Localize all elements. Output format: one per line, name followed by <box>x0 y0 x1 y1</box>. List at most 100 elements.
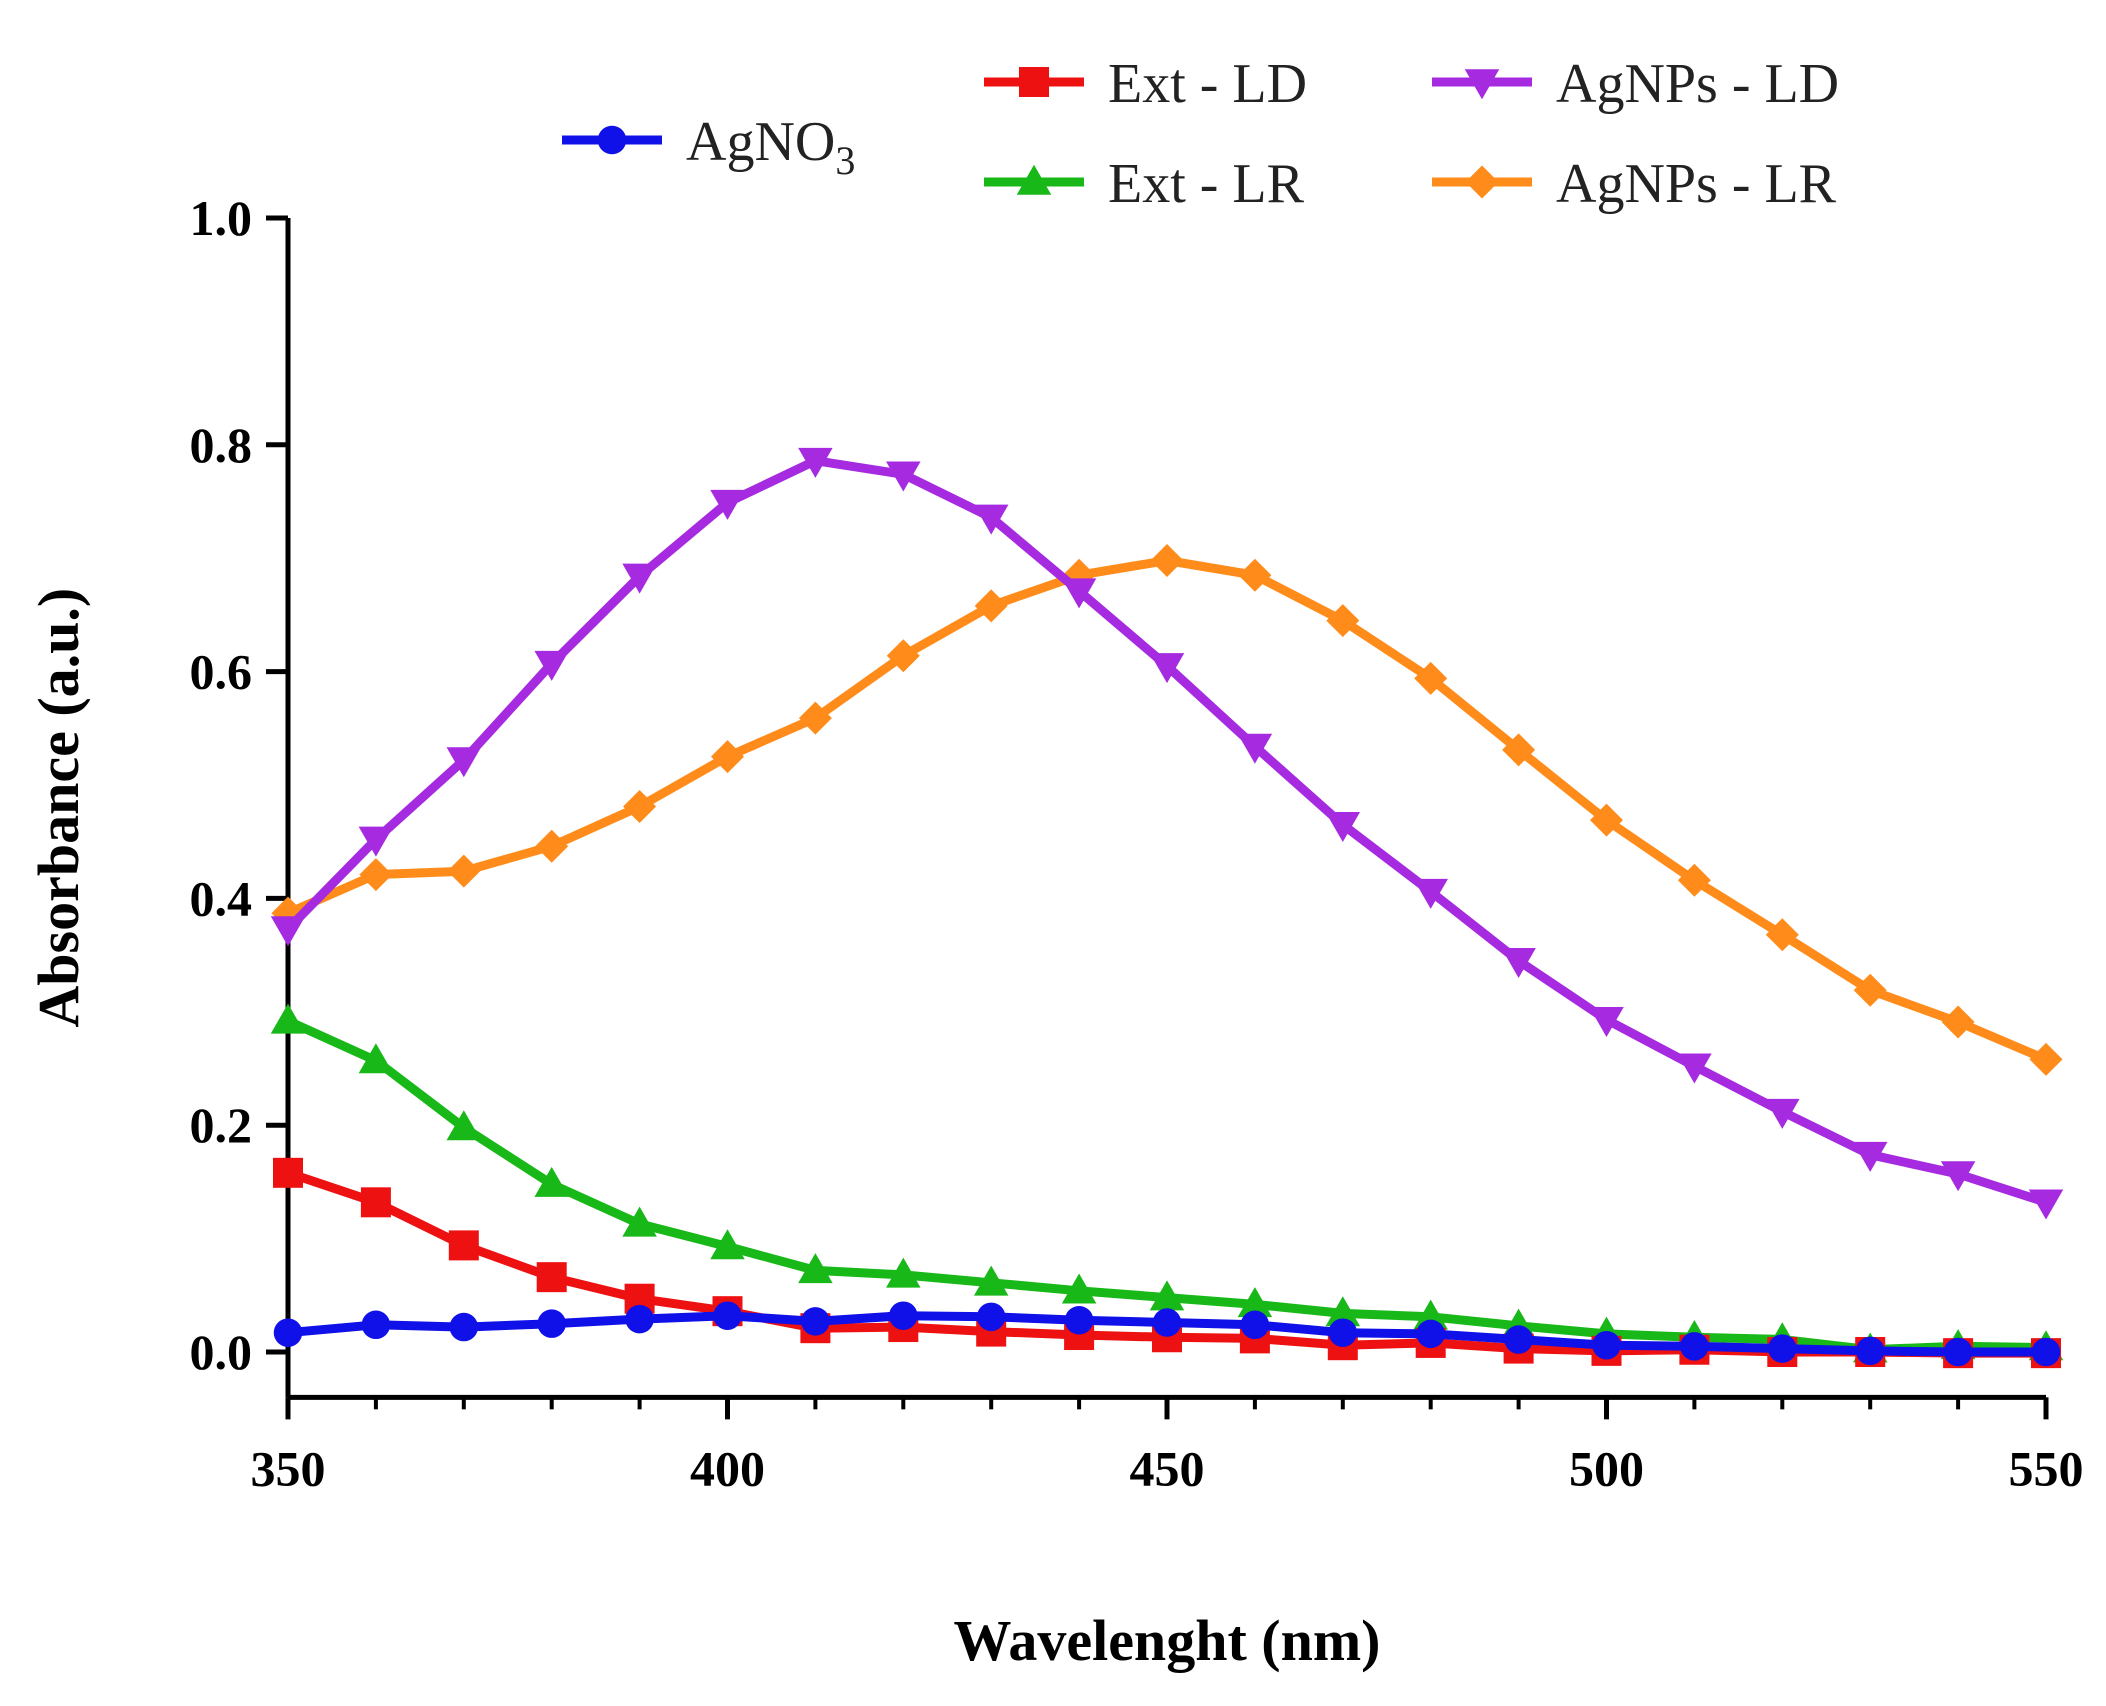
legend-label: Ext - LD <box>1108 53 1307 115</box>
y-tick-label: 1.0 <box>190 190 253 246</box>
series-0 <box>273 1301 2061 1367</box>
data-point <box>1325 811 1361 842</box>
data-point <box>1149 1280 1185 1311</box>
data-point <box>273 1318 303 1347</box>
data-point <box>1768 1334 1797 1363</box>
legend-label: AgNO3 <box>686 111 855 183</box>
data-point <box>1765 918 1799 952</box>
x-axis-title: Wavelenght (nm) <box>954 1608 1381 1673</box>
data-point <box>1855 1336 1885 1366</box>
data-point <box>1765 1098 1800 1129</box>
data-point <box>1237 1287 1273 1318</box>
data-point <box>2031 1337 2061 1367</box>
legend-label: AgNPs - LR <box>1556 153 1837 215</box>
legend-item: Ext - LR <box>984 153 1305 215</box>
data-point <box>622 1206 657 1237</box>
data-point <box>710 1229 745 1260</box>
legend-marker <box>1019 67 1049 97</box>
x-tick-label: 400 <box>690 1440 765 1496</box>
data-point <box>973 504 1009 535</box>
data-point <box>1504 1325 1533 1354</box>
data-point <box>358 826 394 857</box>
legend-item: Ext - LD <box>984 53 1307 115</box>
data-point <box>798 447 833 478</box>
data-point <box>1677 863 1711 897</box>
data-point <box>1677 1053 1712 1084</box>
data-point <box>1413 878 1448 909</box>
data-point <box>270 1003 306 1034</box>
data-point <box>1326 604 1360 638</box>
data-point <box>625 1304 654 1334</box>
legend-item: AgNPs - LR <box>1432 153 1837 215</box>
legend-marker <box>1465 165 1499 199</box>
data-point <box>1413 1299 1448 1330</box>
data-point <box>1589 1006 1624 1037</box>
data-point <box>886 461 921 492</box>
data-point <box>886 1257 921 1288</box>
data-point <box>360 1187 391 1218</box>
data-point <box>534 1166 569 1197</box>
data-point <box>1592 1330 1621 1360</box>
series-4 <box>271 543 2063 1076</box>
data-point <box>1502 733 1536 767</box>
data-point <box>1941 1005 1975 1039</box>
data-point <box>2029 1042 2063 1076</box>
data-point <box>449 1312 479 1342</box>
data-point <box>713 1301 742 1330</box>
data-point <box>1238 558 1272 592</box>
data-point <box>359 858 393 892</box>
data-point <box>536 1262 567 1293</box>
data-point <box>2028 1189 2064 1220</box>
axes: 0.0 0.2 0.4 0.6 0.8 1.0 350 400 450 500 550 <box>190 190 2084 1496</box>
data-point <box>710 489 745 520</box>
data-point <box>448 1230 479 1261</box>
data-point <box>1240 1310 1270 1340</box>
legend-item: AgNPs - LD <box>1432 53 1839 115</box>
data-point <box>798 1253 833 1284</box>
data-point <box>534 650 569 681</box>
data-point <box>622 563 657 594</box>
y-tick-label: 0.8 <box>190 417 253 473</box>
legend-label: Ext - LR <box>1108 153 1305 215</box>
data-point <box>886 639 920 673</box>
series-3 <box>270 447 2064 1220</box>
y-tick-label: 0.2 <box>190 1097 253 1153</box>
data-point <box>1414 661 1448 695</box>
data-point <box>1064 1305 1094 1335</box>
y-axis-title: Absorbance (a.u.) <box>26 588 91 1028</box>
data-point <box>1325 1296 1361 1327</box>
x-tick-label: 500 <box>1569 1440 1644 1496</box>
data-point <box>1328 1318 1358 1347</box>
data-point <box>273 1157 303 1188</box>
series-line <box>286 556 2048 1064</box>
data-point <box>361 1310 391 1340</box>
data-point <box>1852 1141 1888 1172</box>
data-point <box>1150 543 1184 577</box>
data-point <box>1237 733 1273 764</box>
x-tick-label: 350 <box>251 1440 326 1496</box>
legend: AgNO3 Ext - LD Ext - LR AgNPs - LD AgNPs - L… <box>562 53 1839 215</box>
data-point <box>801 1307 830 1336</box>
data-point <box>1590 803 1623 837</box>
data-point <box>1853 973 1887 1007</box>
data-point <box>446 1110 482 1141</box>
y-tick-label: 0.6 <box>190 644 253 700</box>
y-tick-label: 0.0 <box>190 1324 253 1380</box>
legend-item: AgNO3 <box>562 111 855 183</box>
data-point <box>889 1301 918 1330</box>
data-point <box>1501 948 1536 979</box>
legend-marker <box>597 125 627 155</box>
legend-label: AgNPs - LD <box>1556 53 1839 115</box>
legend-marker <box>1464 69 1500 100</box>
data-point <box>1940 1161 1976 1192</box>
data-point <box>446 747 482 778</box>
data-point <box>1680 1332 1709 1361</box>
data-point <box>1152 1308 1182 1337</box>
x-tick-label: 550 <box>2009 1440 2084 1496</box>
data-point <box>1061 578 1097 609</box>
y-tick-label: 0.4 <box>190 870 253 926</box>
data-point <box>798 701 832 735</box>
data-point <box>1943 1337 1973 1367</box>
data-point <box>1061 1273 1097 1304</box>
